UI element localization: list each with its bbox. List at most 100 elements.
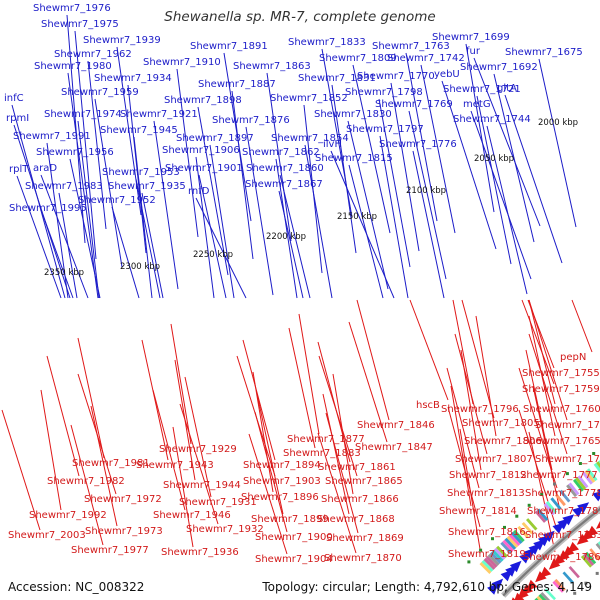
- forward-leader-line: [16, 175, 62, 299]
- cog-band: [580, 555, 593, 568]
- forward-gene-label: gltA: [497, 83, 517, 94]
- reverse-gene-label: Shewmr7_1806: [464, 436, 542, 447]
- cog-band: [536, 595, 543, 600]
- cog-band: [521, 522, 534, 535]
- forward-leader-line: [133, 136, 153, 299]
- cog-band: [543, 502, 555, 516]
- reverse-gene-label: Shewmr7_1814: [439, 506, 517, 517]
- gc-marker: [540, 493, 544, 496]
- gc-marker: [553, 482, 556, 486]
- forward-gene-label: Shewmr7_1798: [345, 87, 423, 98]
- reverse-gene-label: Shewmr7_1883: [283, 448, 361, 459]
- reverse-gene-label: Shewmr7_1781: [527, 506, 600, 517]
- forward-leader-line: [504, 94, 563, 264]
- forward-leader-line: [347, 120, 389, 290]
- forward-gene-arrow: [542, 530, 555, 543]
- forward-gene-label: Shewmr7_1898: [164, 95, 242, 106]
- reverse-leader-line: [528, 299, 568, 421]
- forward-leader-line: [74, 30, 97, 260]
- gc-marker: [527, 503, 531, 507]
- forward-gene-label: Shewmr7_1991: [13, 131, 91, 142]
- reverse-leader-line: [179, 403, 219, 525]
- cog-band: [568, 566, 580, 579]
- cog-band: [585, 551, 597, 565]
- forward-leader-line: [198, 174, 227, 299]
- forward-leader-line: [231, 90, 254, 260]
- forward-gene-label: metG: [463, 99, 491, 110]
- forward-leader-line: [197, 106, 229, 276]
- reverse-leader-line: [356, 299, 390, 421]
- gc-marker: [467, 560, 471, 564]
- forward-leader-line: [116, 46, 142, 216]
- forward-gene-label: yebU: [434, 69, 460, 80]
- gene-label-lines: [1, 14, 593, 555]
- forward-gene-label: Shewmr7_1945: [100, 125, 178, 136]
- forward-gene-label: rnfD: [188, 186, 210, 197]
- forward-leader-line: [486, 125, 528, 295]
- cog-band: [487, 553, 500, 566]
- forward-gene-label: Shewmr7_1770: [357, 71, 435, 82]
- forward-leader-line: [153, 120, 179, 290]
- cog-band: [537, 508, 549, 521]
- forward-leader-line: [405, 52, 438, 222]
- reverse-gene-label: Shewmr7_1865: [325, 476, 403, 487]
- forward-leader-line: [66, 14, 86, 244]
- reverse-gene-label: hscB: [416, 400, 440, 411]
- forward-gene-label: Shewmr7_1809: [319, 53, 397, 64]
- forward-gene-label: Shewmr7_1763: [372, 41, 450, 52]
- forward-leader-line: [40, 174, 89, 299]
- reverse-leader-line: [254, 411, 288, 533]
- forward-leader-line: [470, 110, 532, 280]
- gc-marker: [515, 514, 519, 518]
- cog-band: [510, 531, 523, 544]
- forward-gene-label: Shewmr7_1830: [314, 109, 392, 120]
- forward-leader-line: [135, 178, 161, 299]
- gc-marker: [578, 462, 582, 465]
- reverse-gene-label: Shewmr7_2003: [8, 530, 86, 541]
- gc-marker: [491, 537, 494, 541]
- cog-band: [534, 597, 539, 600]
- reverse-leader-line: [256, 393, 284, 515]
- cog-band: [517, 525, 529, 539]
- forward-gene-label: Shewmr7_1776: [379, 139, 457, 150]
- reverse-leader-line: [528, 333, 568, 455]
- forward-gene-label: Shewmr7_1815: [315, 153, 393, 164]
- reverse-gene-label: Shewmr7_1932: [186, 524, 264, 535]
- forward-leader-line: [94, 98, 123, 268]
- forward-gene-label: Shewmr7_1744: [453, 114, 531, 125]
- gc-marker: [565, 472, 569, 476]
- reverse-gene-arrow: [567, 541, 579, 553]
- forward-gene-label: Shewmr7_1935: [108, 181, 186, 192]
- reverse-gene-label: Shewmr7_1899: [251, 514, 329, 525]
- cog-band: [595, 542, 600, 551]
- forward-leader-line: [412, 150, 445, 299]
- reverse-leader-line: [348, 321, 388, 443]
- forward-leader-line: [176, 68, 199, 238]
- gc-marker: [573, 591, 577, 595]
- forward-gene-label: Shewmr7_1976: [33, 3, 111, 14]
- cog-band: [506, 535, 519, 548]
- reverse-gene-label: Shewmr7_1929: [159, 444, 237, 455]
- cog-band: [496, 545, 508, 558]
- forward-gene-label: Shewmr7_1975: [41, 19, 119, 30]
- cog-band: [513, 529, 525, 543]
- reverse-gene-label: Shewmr7_1992: [29, 510, 107, 521]
- forward-leader-line: [46, 142, 69, 299]
- forward-gene-label: Shewmr7_1833: [288, 37, 366, 48]
- cog-band: [559, 489, 571, 503]
- reverse-leader-line: [475, 315, 497, 437]
- cog-band: [562, 571, 574, 584]
- genome-title: Shewanella sp. MR-7, complete genome: [164, 9, 436, 25]
- reverse-gene-label: Shewmr7_1904: [255, 554, 333, 565]
- cog-color-bands: [479, 460, 600, 600]
- cog-band: [485, 555, 498, 568]
- reverse-leader-line: [152, 389, 186, 511]
- forward-leader-line: [390, 82, 420, 252]
- reverse-leader-line: [460, 349, 482, 471]
- cog-band: [534, 510, 547, 523]
- kbp-tick-label: 2300 kbp: [120, 262, 161, 272]
- forward-leader-line: [141, 192, 164, 299]
- forward-gene-label: araD: [33, 163, 58, 174]
- forward-gene-label: fur: [466, 46, 480, 57]
- cog-band: [508, 533, 521, 546]
